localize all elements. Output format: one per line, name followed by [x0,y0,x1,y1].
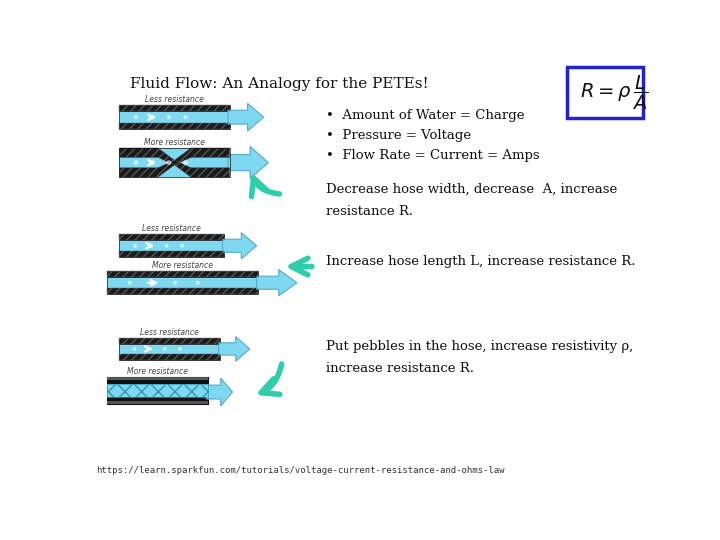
Text: Put pebbles in the hose, increase resistivity ρ,
increase resistance R.: Put pebbles in the hose, increase resist… [326,340,634,375]
Bar [107,377,208,380]
Bar [107,271,258,278]
Bar [120,105,230,111]
Bar [120,148,230,177]
Text: •  Flow Rate = Current = Amps: • Flow Rate = Current = Amps [326,150,540,163]
Text: https://learn.sparkfun.com/tutorials/voltage-current-resistance-and-ohms-law: https://learn.sparkfun.com/tutorials/vol… [96,466,505,475]
Polygon shape [228,146,269,179]
Bar [107,288,258,294]
Text: More resistance: More resistance [144,138,205,147]
Text: Less resistance: Less resistance [145,95,204,104]
Text: •  Pressure = Voltage: • Pressure = Voltage [326,130,472,143]
Circle shape [151,116,154,119]
Circle shape [184,116,187,119]
Circle shape [167,161,171,164]
Bar [120,123,230,130]
Circle shape [150,245,152,247]
Text: Decrease hose width, decrease  A, increase
resistance R.: Decrease hose width, decrease A, increas… [326,183,618,218]
Bar [120,251,224,257]
Bar [107,377,208,404]
Circle shape [150,161,154,164]
Circle shape [197,281,199,284]
Bar [107,384,208,397]
Text: •  Amount of Water = Charge: • Amount of Water = Charge [326,110,525,123]
Polygon shape [228,103,264,131]
Circle shape [134,245,137,247]
Bar [120,234,224,240]
Circle shape [163,348,166,350]
Circle shape [135,116,138,119]
Bar [107,271,258,278]
Bar [107,288,258,294]
Circle shape [148,348,151,350]
Polygon shape [120,160,230,177]
Text: More resistance: More resistance [127,367,188,376]
Circle shape [181,245,184,247]
Bar [120,338,220,344]
Circle shape [174,281,176,284]
Polygon shape [219,336,250,361]
Text: Less resistance: Less resistance [140,328,199,338]
Bar [120,338,220,344]
Bar [120,354,220,360]
Polygon shape [256,269,297,296]
Polygon shape [120,148,230,165]
Bar [120,105,230,111]
Bar [120,240,224,251]
Text: More resistance: More resistance [152,261,213,271]
Circle shape [134,161,138,164]
Bar [107,384,208,397]
Polygon shape [206,378,233,406]
Bar [107,278,258,288]
Text: Increase hose length L, increase resistance R.: Increase hose length L, increase resista… [326,255,636,268]
Circle shape [184,161,187,164]
Bar [120,148,230,177]
Text: Fluid Flow: An Analogy for the PETEs!: Fluid Flow: An Analogy for the PETEs! [130,77,429,91]
Polygon shape [222,233,256,259]
Circle shape [128,281,131,284]
Bar [120,123,230,130]
Bar [120,111,230,123]
Bar [120,354,220,360]
Circle shape [168,116,171,119]
Text: Less resistance: Less resistance [143,225,201,233]
Bar [107,401,208,404]
Text: $R=\rho\,\dfrac{L}{A}$: $R=\rho\,\dfrac{L}{A}$ [580,74,648,112]
Circle shape [133,348,136,350]
Circle shape [165,245,168,247]
FancyBboxPatch shape [567,67,644,118]
Bar [120,234,224,240]
Bar [120,344,220,354]
Circle shape [151,281,154,284]
Bar [120,251,224,257]
Circle shape [179,348,181,350]
